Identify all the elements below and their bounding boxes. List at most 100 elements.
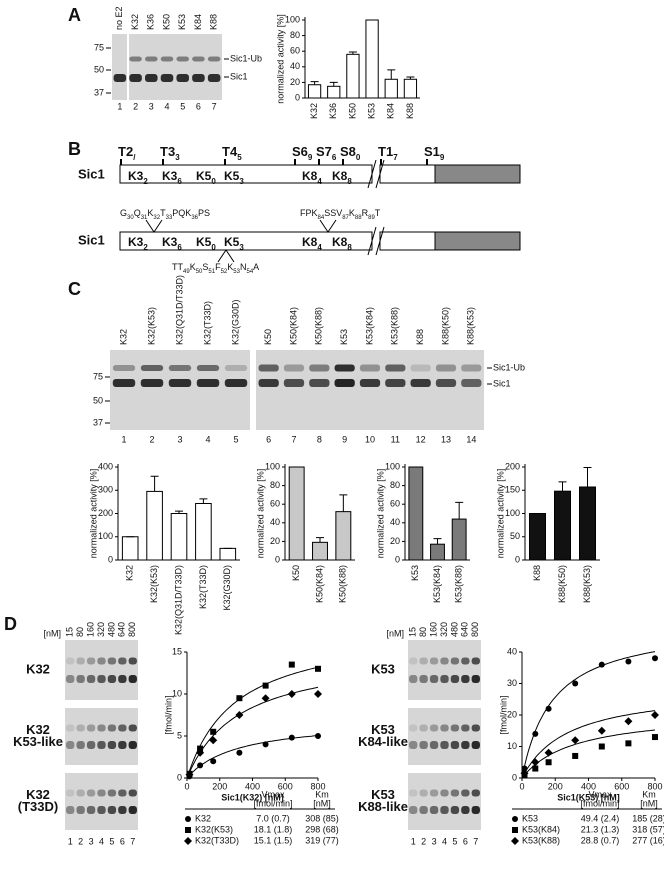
subscript: 49 [183, 269, 190, 275]
lane-number: 6 [120, 836, 125, 846]
concentration: 15 [65, 627, 75, 637]
gel-band [334, 364, 355, 372]
bar [384, 78, 398, 99]
lane-label: K32 [130, 14, 140, 30]
data-point [197, 762, 204, 769]
table-header: [fmol/min] [580, 798, 619, 808]
bar [451, 518, 467, 561]
y-tick-label: 20 [270, 536, 280, 546]
gel-band [429, 724, 439, 732]
x-tick-label: K88(K50) [557, 565, 567, 603]
lane-number: 5 [180, 101, 185, 111]
protein-name: Sic1 [78, 166, 105, 181]
gel-band [118, 789, 127, 797]
gel-band [140, 379, 164, 387]
y-tick-label: 20 [290, 77, 300, 87]
gel-band [128, 806, 137, 815]
gel-band [176, 56, 189, 62]
gel-band [160, 56, 174, 62]
x-tick-label: K32(T33D) [198, 565, 208, 609]
gel-band [76, 789, 85, 797]
text-part: K [162, 169, 171, 183]
subscript: / [133, 153, 136, 162]
gel-band [258, 364, 279, 372]
text-part: 1 [386, 144, 393, 159]
gel-band [86, 675, 96, 683]
mw-marker: 37 [94, 87, 104, 97]
y-tick-label: 300 [98, 485, 113, 495]
y-tick-label: 40 [270, 517, 280, 527]
x-tick-label: K88 [532, 565, 542, 581]
text-part: F [215, 262, 221, 272]
gel-band [86, 741, 96, 750]
sequence: TT49K50S51F52K53N54A [172, 262, 259, 274]
data-point [545, 759, 552, 766]
subscript: 6 [332, 153, 337, 162]
error-bar [455, 501, 464, 520]
subscript: 2 [143, 177, 148, 186]
y-tick-label: 10 [507, 741, 517, 751]
gel-band [66, 657, 75, 665]
gel-band [112, 379, 136, 387]
concentration: 800 [127, 622, 137, 637]
gel-band [207, 56, 221, 62]
gel-band [435, 364, 457, 372]
text-part: T [222, 144, 230, 159]
panel-label: A [68, 5, 81, 25]
lysine: K88 [332, 235, 352, 251]
gel [65, 773, 138, 830]
gel-band [450, 675, 460, 683]
gel-band [145, 74, 158, 82]
y-tick-label: 0 [512, 772, 517, 782]
lane-number: 6 [463, 836, 468, 846]
subscript: 87 [342, 215, 349, 221]
gel-band [440, 724, 449, 732]
gel-band [76, 806, 85, 815]
axis [304, 17, 420, 99]
table-header: [nM] [313, 798, 331, 808]
km-value: 185 (28) [632, 813, 664, 823]
data-point [315, 733, 321, 739]
data-point [520, 769, 529, 778]
text-part: 3 [171, 169, 178, 183]
text-part: 4 [230, 144, 238, 159]
data-point [625, 658, 632, 665]
bar [219, 547, 237, 561]
gel-band [97, 657, 106, 665]
data-point [572, 752, 579, 759]
axis [524, 464, 600, 561]
x-tick-label: 600 [614, 781, 629, 791]
fit-curve [186, 686, 319, 779]
gel-band [192, 74, 205, 82]
lane-number: 4 [442, 836, 447, 846]
phospho-site: T2/ [118, 144, 136, 161]
text-part: 1 [433, 144, 440, 159]
gel-band [409, 724, 418, 732]
x-tick-label: K50 [347, 103, 357, 119]
lane-number: 8 [317, 434, 322, 444]
gel-band [359, 379, 381, 387]
text-part: K [190, 262, 196, 272]
mw-marker: 75 [94, 42, 104, 52]
data-point [236, 749, 243, 756]
data-point [597, 726, 606, 735]
legend-label: K53(K84) [522, 824, 560, 834]
gel-band [128, 724, 137, 732]
data-point [196, 748, 205, 757]
gel-label: K88-like [358, 799, 408, 814]
phospho-site: T33 [160, 144, 180, 161]
y-tick-label: 60 [390, 499, 400, 509]
bar [146, 490, 163, 561]
data-point [532, 765, 539, 772]
subscript: 0 [211, 243, 216, 252]
concentration: 160 [428, 622, 438, 637]
data-point [625, 740, 632, 747]
band-label: Sic1 [230, 71, 248, 81]
subscript: 0 [211, 177, 216, 186]
data-point [288, 661, 295, 668]
gel-band [410, 364, 431, 372]
gel-band [429, 789, 439, 797]
gel-band [440, 675, 449, 683]
subscript: 6 [177, 177, 182, 186]
phospho-site: S19 [424, 144, 445, 161]
